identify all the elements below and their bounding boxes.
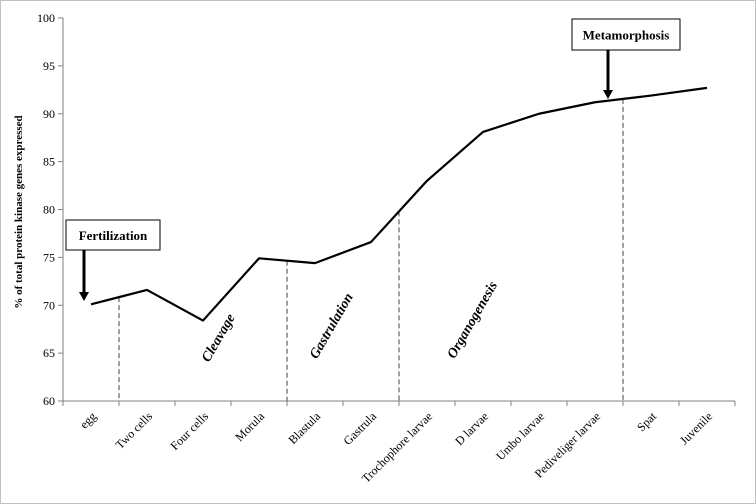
callout-arrow-head bbox=[603, 90, 613, 99]
x-tick-label: Gastrula bbox=[340, 409, 379, 448]
callout-box bbox=[571, 18, 681, 51]
y-axis-label: % of total protein kinase genes expresse… bbox=[13, 115, 25, 308]
y-tick-label: 95 bbox=[43, 59, 55, 73]
x-tick-label: Umbo larvae bbox=[493, 409, 547, 463]
phase-dividers bbox=[118, 98, 624, 401]
callouts: Fertilization Metamorphosis bbox=[65, 18, 681, 301]
y-axis-ticks: 60 65 70 75 80 85 90 95 100 bbox=[37, 11, 63, 408]
y-tick-label: 85 bbox=[43, 155, 55, 169]
x-tick-label: Morula bbox=[232, 409, 267, 444]
x-tick-label: Two cells bbox=[113, 409, 156, 452]
phase-label: Organogenesis bbox=[445, 279, 501, 362]
x-tick-label: egg bbox=[77, 409, 99, 431]
y-tick-label: 70 bbox=[43, 298, 55, 312]
y-tick-label: 100 bbox=[37, 11, 55, 25]
phase-labels: Cleavage Gastrulation Organogenesis bbox=[199, 279, 501, 365]
x-tick-label: Four cells bbox=[168, 409, 212, 453]
y-tick-label: 80 bbox=[43, 203, 55, 217]
callout-arrow-head bbox=[79, 292, 89, 301]
y-tick-label: 60 bbox=[43, 394, 55, 408]
callout-label: Fertilization bbox=[79, 228, 148, 243]
x-axis-ticks: egg Two cells Four cells Morula Blastula Gast… bbox=[62, 401, 736, 486]
y-tick-label: 90 bbox=[43, 107, 55, 121]
x-tick-label: Spat bbox=[634, 409, 659, 434]
x-tick-label: Blastula bbox=[285, 409, 323, 447]
series bbox=[90, 86, 708, 322]
x-tick-label: Juvenile bbox=[677, 409, 715, 447]
y-tick-label: 75 bbox=[43, 250, 55, 264]
callout-label: Metamorphosis bbox=[583, 28, 670, 43]
series-line bbox=[90, 86, 708, 322]
y-tick-label: 65 bbox=[43, 346, 55, 360]
callout-box bbox=[65, 219, 161, 251]
x-tick-label: D larvae bbox=[452, 409, 491, 448]
phase-label: Gastrulation bbox=[307, 291, 357, 362]
